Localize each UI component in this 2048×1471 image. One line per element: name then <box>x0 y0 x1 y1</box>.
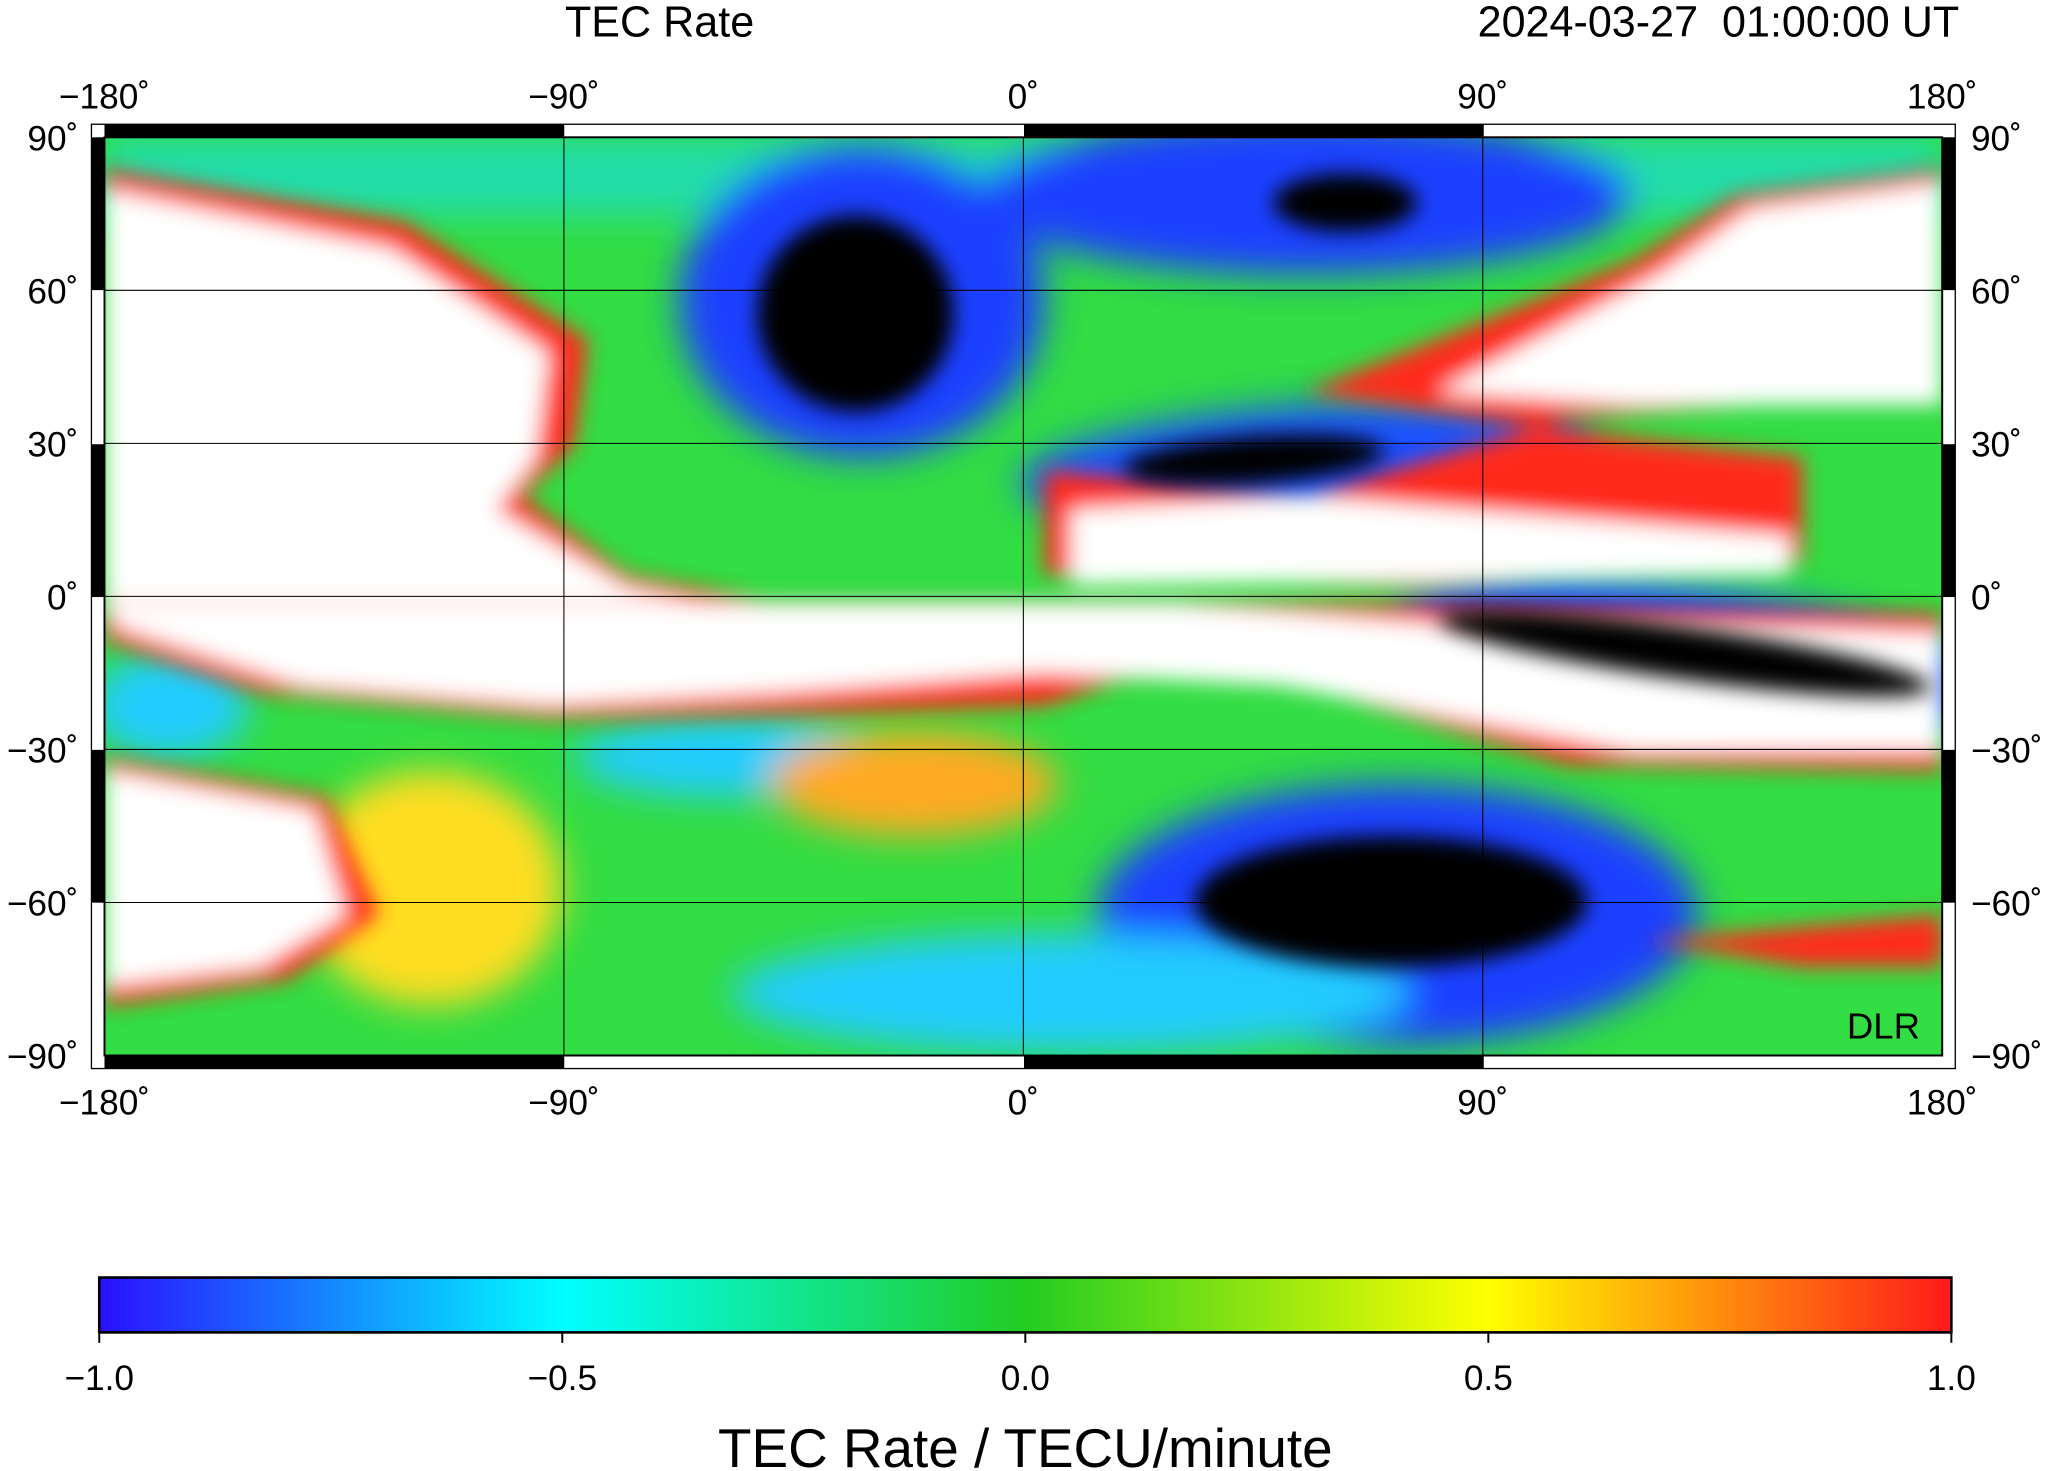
lat-tick-label: 30˚ <box>27 425 78 464</box>
lon-tick-label: −180˚ <box>59 78 150 117</box>
frame-bars <box>91 124 1956 1069</box>
lat-tick-label: −60˚ <box>1971 885 2043 924</box>
lon-tick-label: 0˚ <box>1008 1083 1039 1122</box>
lat-tick-label: −90˚ <box>1971 1038 2043 1077</box>
colorbar-tick-label: 0.0 <box>1001 1359 1050 1398</box>
lon-tick-label: 90˚ <box>1457 1083 1508 1122</box>
lon-tick-label: 180˚ <box>1907 1083 1978 1122</box>
colorbar-tick-label: −0.5 <box>527 1359 597 1398</box>
title: TEC Rate <box>565 0 754 47</box>
colorbar-label: TEC Rate / TECU/minute <box>718 1417 1333 1471</box>
lat-tick-label: 90˚ <box>27 119 78 158</box>
lon-tick-label: −90˚ <box>528 78 600 117</box>
colorbar-tick-label: −1.0 <box>64 1359 134 1398</box>
lat-tick-label: −30˚ <box>1971 731 2043 770</box>
tec-field <box>104 137 1943 1056</box>
timestamp: 2024-03-27 01:00:00 UT <box>1478 0 1960 47</box>
lon-tick-label: 90˚ <box>1457 78 1508 117</box>
lat-tick-label: 90˚ <box>1971 119 2022 158</box>
lon-tick-label: −180˚ <box>59 1083 150 1122</box>
lat-tick-label: 60˚ <box>27 272 78 311</box>
lat-tick-label: 60˚ <box>1971 272 2022 311</box>
lat-tick-label: 0˚ <box>1971 578 2002 617</box>
lat-tick-label: −30˚ <box>7 731 79 770</box>
lon-tick-label: 0˚ <box>1008 78 1039 117</box>
lat-tick-label: −60˚ <box>7 885 79 924</box>
colorbar-tick-label: 0.5 <box>1464 1359 1513 1398</box>
colorbar-tick-label: 1.0 <box>1927 1359 1976 1398</box>
credit: DLR <box>1847 1006 1920 1047</box>
lat-tick-label: 0˚ <box>47 578 78 617</box>
lat-tick-label: 30˚ <box>1971 425 2022 464</box>
lon-tick-label: 180˚ <box>1907 78 1978 117</box>
colorbar <box>97 1276 1953 1334</box>
lon-tick-label: −90˚ <box>528 1083 600 1122</box>
lat-tick-label: −90˚ <box>7 1038 79 1077</box>
